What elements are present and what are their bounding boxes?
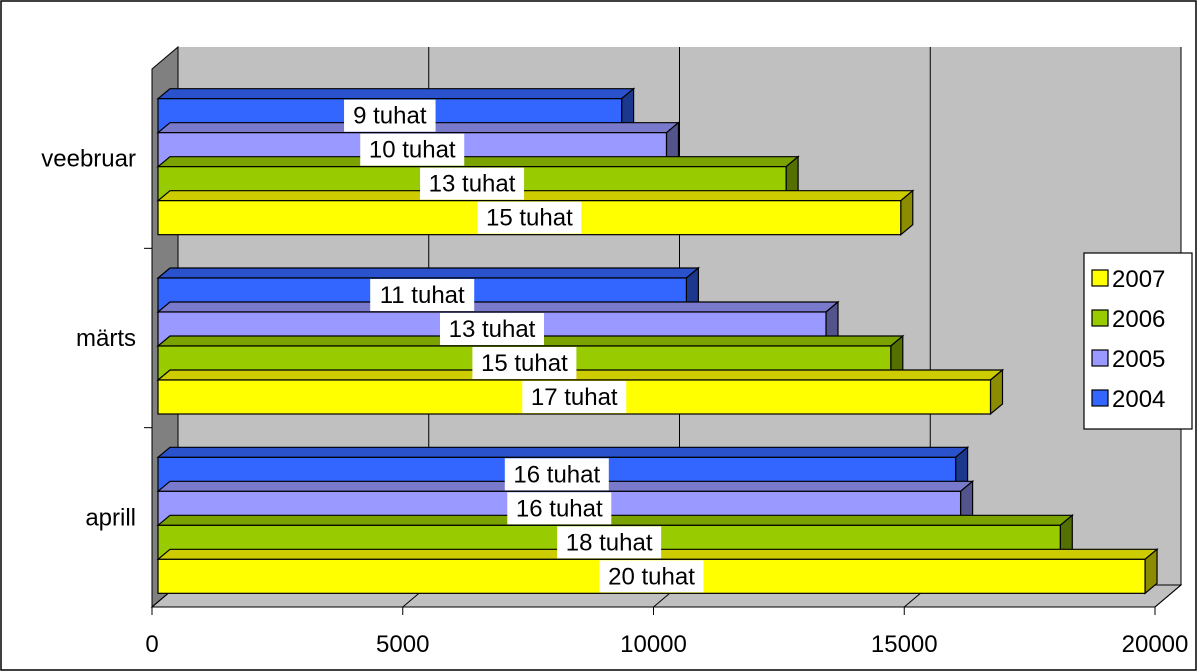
category-label: aprill — [85, 504, 136, 531]
data-label: 15 tuhat — [472, 347, 577, 379]
svg-text:13 tuhat: 13 tuhat — [429, 171, 516, 198]
x-tick-label: 20000 — [1122, 631, 1189, 658]
data-label: 13 tuhat — [439, 313, 544, 345]
x-tick-label: 0 — [145, 631, 158, 658]
svg-text:16 tuhat: 16 tuhat — [516, 495, 603, 522]
bar-top-face — [156, 446, 970, 458]
legend-swatch — [1091, 349, 1109, 367]
data-label: 13 tuhat — [420, 167, 525, 200]
category-label: veebruar — [41, 146, 136, 173]
x-tick-label: 5000 — [376, 631, 429, 658]
svg-text:10 tuhat: 10 tuhat — [369, 137, 456, 164]
legend-item-2007: 2007 — [1091, 266, 1165, 293]
legend-item-2004: 2004 — [1091, 386, 1165, 413]
data-label: 10 tuhat — [360, 133, 465, 166]
legend-item-2005: 2005 — [1091, 346, 1165, 373]
bar-top-face — [156, 267, 701, 279]
svg-text:18 tuhat: 18 tuhat — [566, 529, 653, 556]
data-label: 16 tuhat — [507, 492, 612, 525]
data-label: 16 tuhat — [504, 458, 609, 491]
svg-text:20 tuhat: 20 tuhat — [608, 563, 695, 590]
svg-text:13 tuhat: 13 tuhat — [449, 316, 536, 343]
x-tick-label: 10000 — [620, 631, 687, 658]
legend-label: 2006 — [1112, 306, 1165, 333]
data-label: 15 tuhat — [477, 201, 582, 234]
category-label: märts — [76, 325, 136, 352]
bar-top-face — [156, 369, 1005, 381]
floor-gridline — [1154, 584, 1182, 608]
legend-label: 2005 — [1112, 346, 1165, 373]
legend-item-2006: 2006 — [1091, 306, 1165, 333]
svg-text:17 tuhat: 17 tuhat — [531, 384, 618, 411]
data-label: 18 tuhat — [557, 526, 662, 559]
legend-swatch — [1091, 389, 1109, 407]
data-label: 11 tuhat — [370, 279, 475, 311]
bar-top-face — [156, 156, 800, 168]
data-label: 9 tuhat — [344, 99, 436, 132]
bar-top-face — [156, 88, 636, 100]
data-label: 20 tuhat — [599, 560, 704, 593]
svg-text:9 tuhat: 9 tuhat — [353, 103, 427, 130]
svg-text:11 tuhat: 11 tuhat — [380, 282, 465, 309]
x-tick-label: 15000 — [871, 631, 938, 658]
legend-label: 2007 — [1112, 266, 1165, 293]
svg-text:15 tuhat: 15 tuhat — [486, 205, 573, 232]
legend-label: 2004 — [1112, 386, 1165, 413]
data-label: 17 tuhat — [522, 381, 627, 413]
bar-top-face — [156, 190, 915, 202]
legend-swatch — [1091, 309, 1109, 327]
bar-top-face — [156, 301, 840, 313]
svg-text:15 tuhat: 15 tuhat — [481, 350, 568, 377]
svg-text:16 tuhat: 16 tuhat — [513, 461, 600, 488]
bar-top-face — [156, 514, 1074, 526]
legend-swatch — [1091, 269, 1109, 287]
